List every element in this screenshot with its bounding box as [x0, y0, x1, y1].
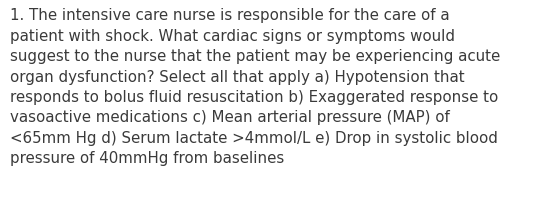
- Text: 1. The intensive care nurse is responsible for the care of a
patient with shock.: 1. The intensive care nurse is responsib…: [10, 8, 501, 166]
